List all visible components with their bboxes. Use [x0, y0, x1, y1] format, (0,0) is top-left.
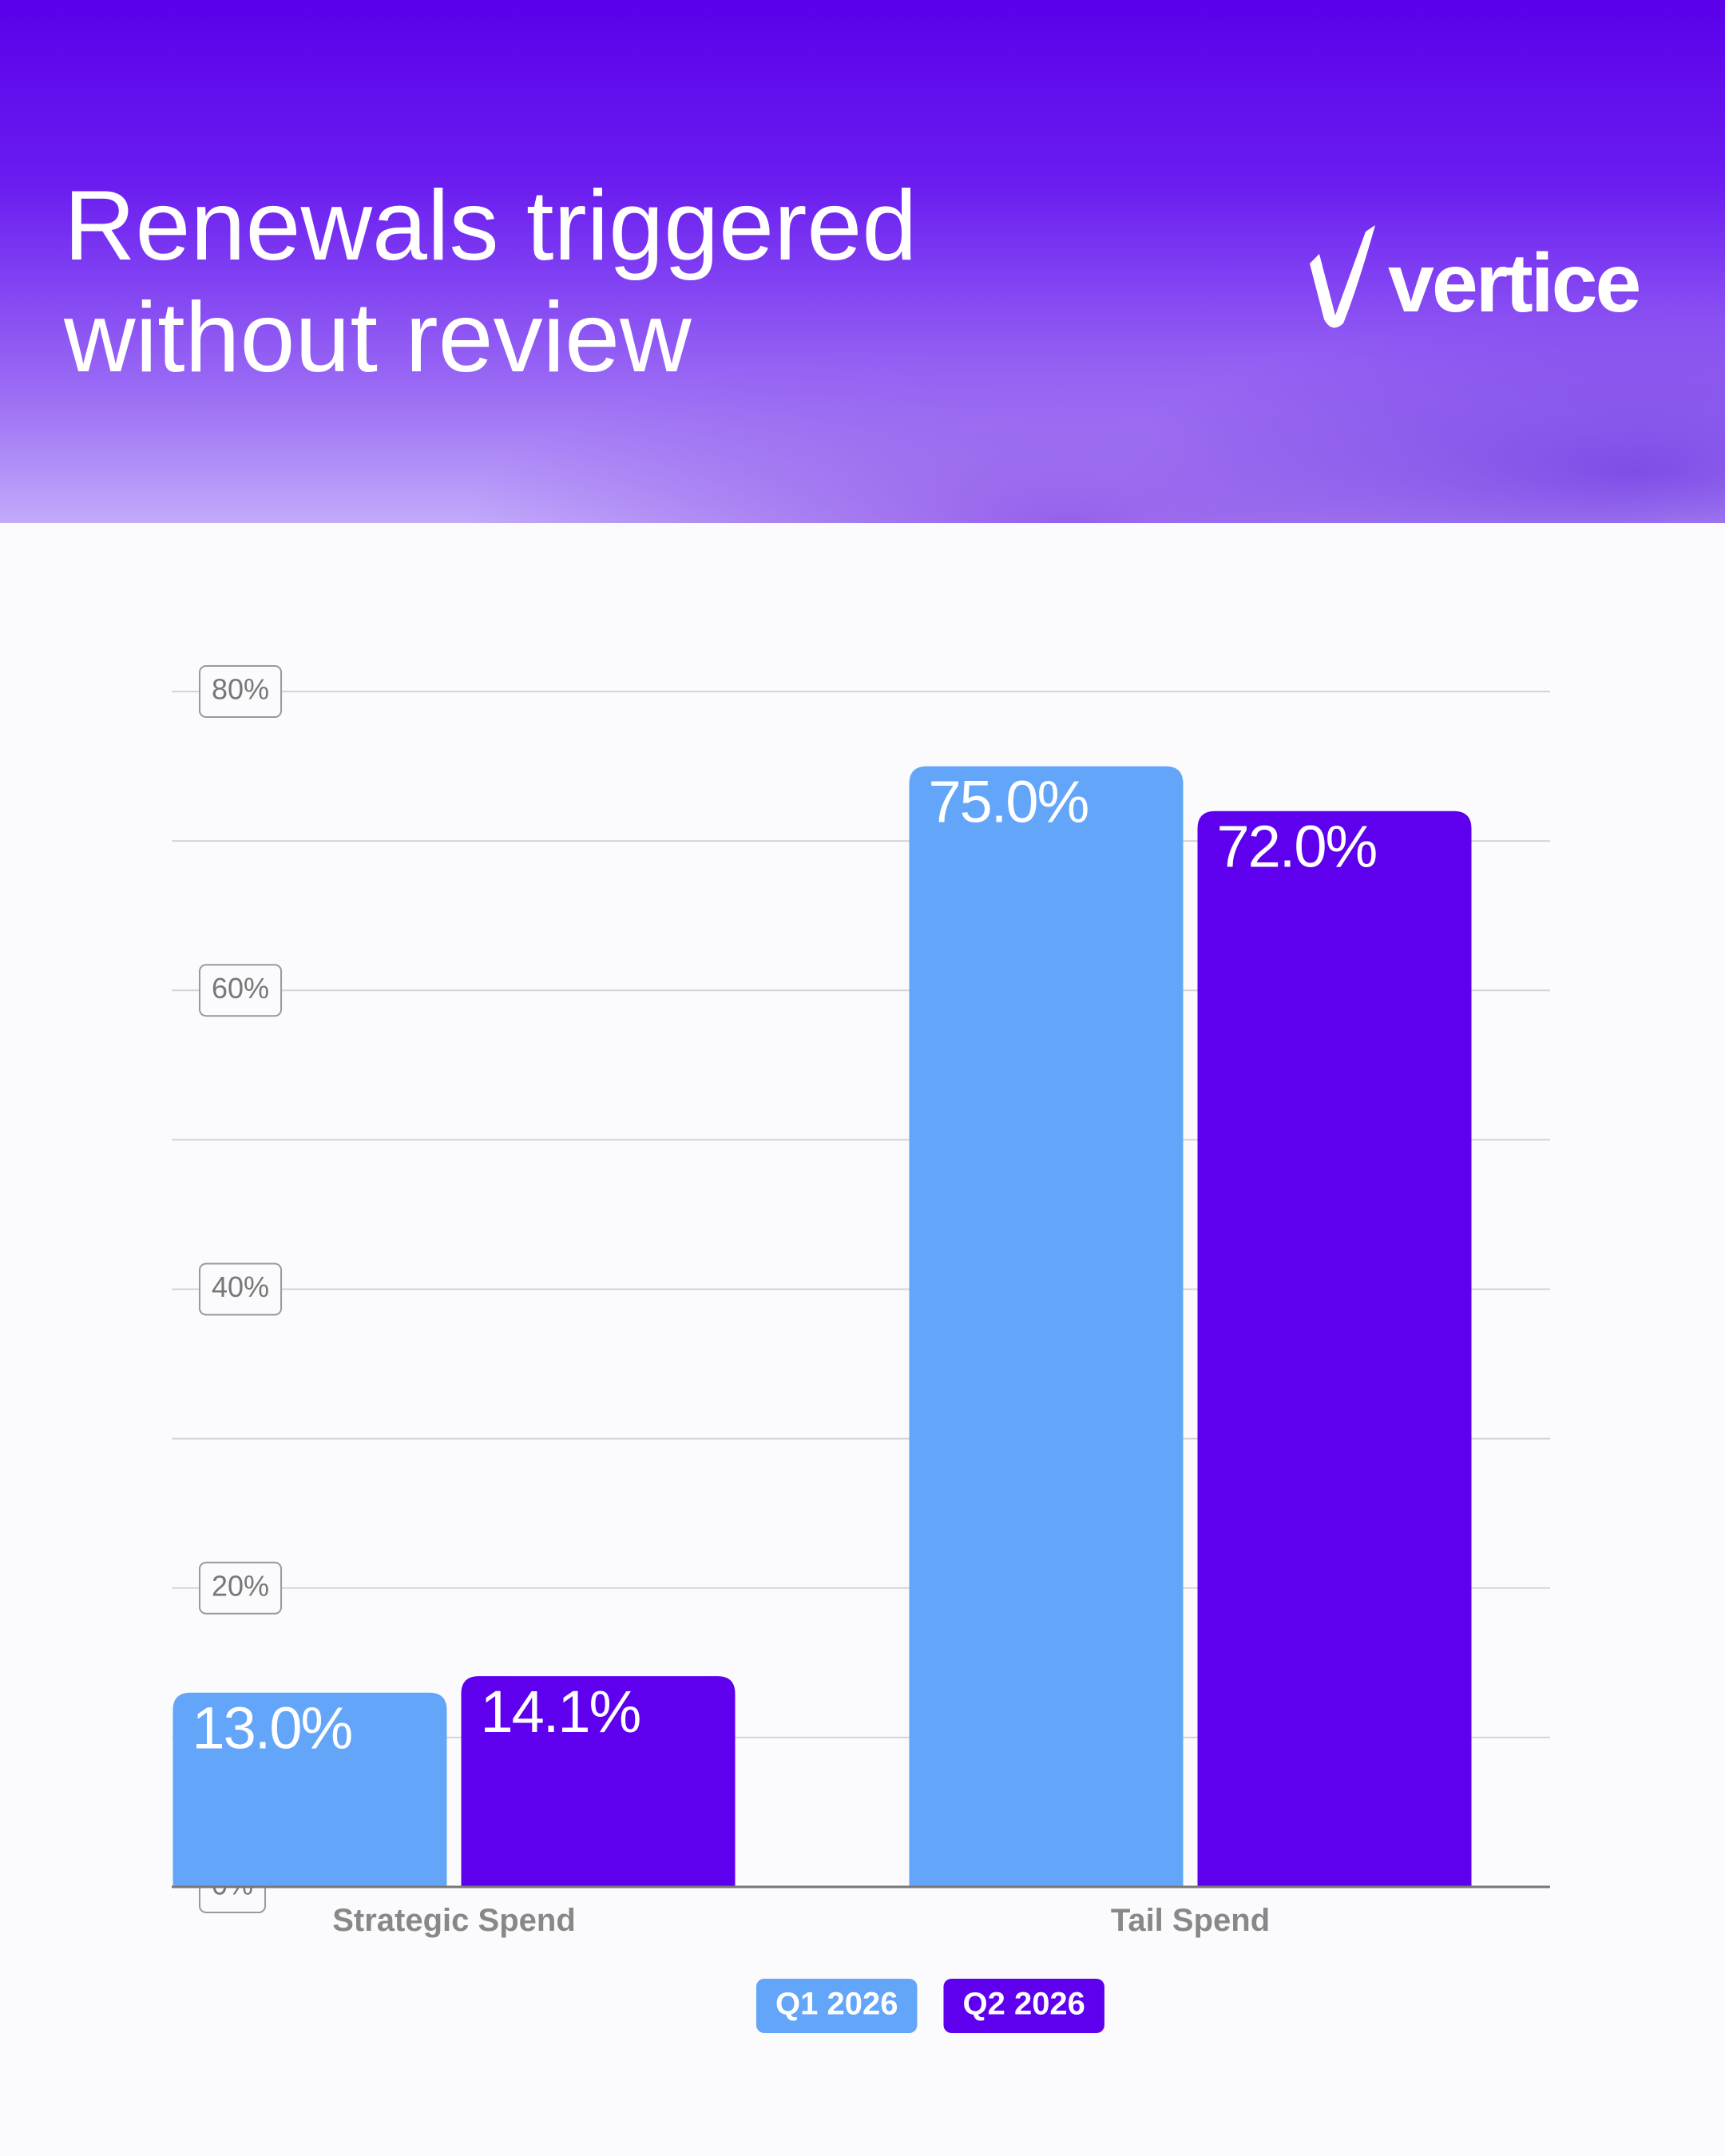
legend-label: Q2 2026 [962, 1987, 1085, 2022]
value-label: 13.0% [192, 1695, 352, 1762]
bar [172, 1692, 447, 1887]
y-tick-label: 80% [212, 673, 269, 706]
legend-label: Q1 2026 [775, 1987, 898, 2022]
title: Renewals triggered [64, 171, 917, 281]
bar [1197, 810, 1472, 1888]
bar [909, 766, 1184, 1887]
logo-icon [1310, 225, 1375, 328]
y-tick-box [199, 1262, 283, 1316]
chart: 0%20%40%60%80%13.0%14.1%Strategic Spend7… [172, 665, 1550, 2033]
legend-swatch [756, 1979, 918, 2033]
y-tick-box [199, 665, 283, 718]
value-label: 75.0% [929, 769, 1089, 835]
y-tick-label: 20% [212, 1569, 269, 1602]
bar [461, 1676, 736, 1887]
y-tick-box [199, 964, 283, 1017]
value-label: 72.0% [1217, 814, 1377, 880]
y-tick-label: 60% [212, 972, 269, 1005]
legend-swatch [943, 1979, 1104, 2033]
x-tick-label: Strategic Spend [332, 1903, 576, 1938]
x-tick-label: Tail Spend [1111, 1903, 1270, 1938]
header-glow [0, 0, 1725, 523]
y-tick-label: 40% [212, 1270, 269, 1303]
y-tick-box [199, 1561, 283, 1615]
title: without review [63, 283, 692, 393]
value-label: 14.1% [481, 1678, 640, 1745]
logo: vertice [1388, 237, 1640, 330]
